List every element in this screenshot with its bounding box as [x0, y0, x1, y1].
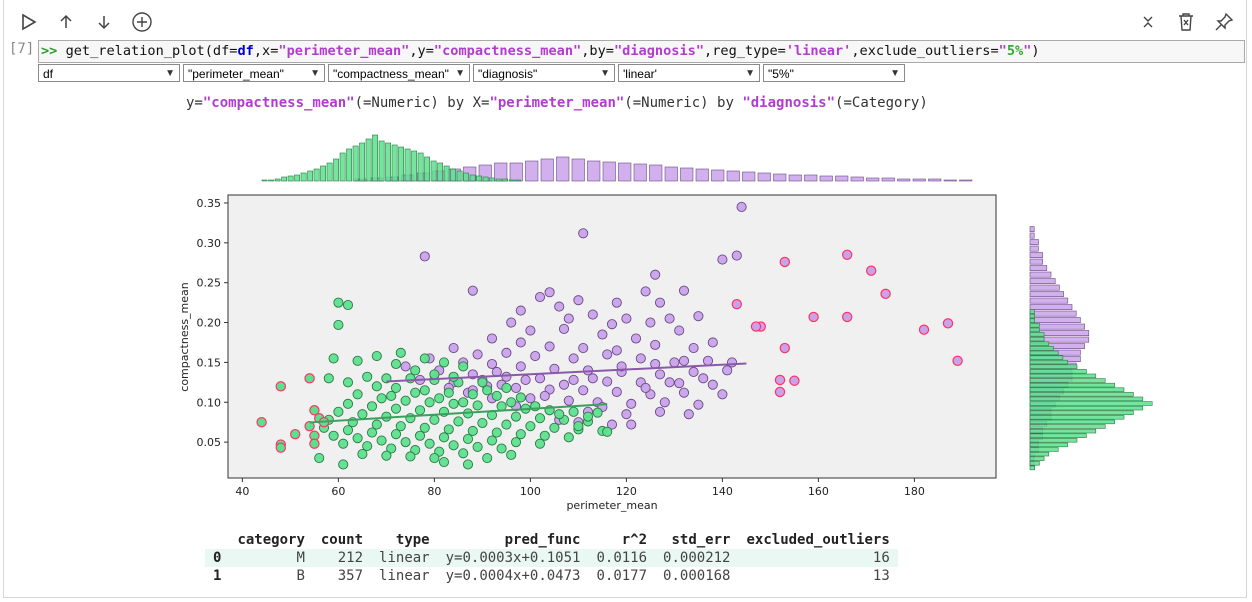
move-up-icon[interactable]: [52, 8, 80, 36]
col-r2: r^2: [621, 532, 648, 548]
code-arg-value: ": [998, 43, 1007, 59]
result-table: category count type pred_func r^2 std_er…: [205, 531, 898, 585]
code-arg-name: df=: [212, 43, 238, 59]
notebook-cell: [3, 0, 1247, 598]
cell: linear: [371, 549, 438, 567]
code-arg-value: df: [237, 43, 254, 59]
code-input[interactable]: >> get_relation_plot(df=df,x="perimeter_…: [38, 40, 1245, 63]
col-excluded-outliers: excluded_outliers: [746, 532, 890, 548]
pin-icon[interactable]: [1210, 8, 1238, 36]
title-part: "diagnosis": [742, 95, 836, 111]
cell: y=0.0003x+0.1051: [437, 549, 589, 567]
collapse-icon[interactable]: [1134, 8, 1162, 36]
select-value: "5%": [768, 67, 794, 81]
col-count: count: [320, 532, 364, 548]
reg-type-select[interactable]: 'linear' ▼: [618, 64, 760, 82]
select-value: "perimeter_mean": [188, 67, 284, 81]
chevron-down-icon: ▼: [310, 68, 320, 79]
select-value: 'linear': [623, 67, 657, 81]
code-arg-name: ,y=: [409, 43, 434, 59]
title-part: (=Numeric) by X=: [354, 95, 490, 111]
col-index: [205, 531, 229, 549]
chevron-down-icon: ▼: [165, 68, 175, 79]
by-select[interactable]: "diagnosis" ▼: [473, 64, 615, 82]
cell: y=0.0004x+0.0473: [445, 568, 581, 584]
code-arg-name: ,exclude_outliers=: [851, 43, 999, 59]
title-part: (=Category): [835, 95, 928, 111]
cell: B: [296, 568, 305, 584]
select-value: "compactness_mean": [333, 67, 449, 81]
cell: 0.0177: [596, 568, 648, 584]
code-arg-value: "perimeter_mean": [278, 43, 410, 59]
cell: 357: [337, 568, 364, 584]
execution-count: [7]: [9, 41, 35, 57]
title-part: (=Numeric) by: [624, 95, 743, 111]
col-type: type: [395, 532, 430, 548]
table-row: 1 B 357 linear y=0.0004x+0.0473 0.0177 0…: [205, 567, 898, 585]
code-arg-name: ,reg_type=: [704, 43, 786, 59]
code-arg-value: 5%: [1006, 43, 1024, 59]
select-value: df: [43, 67, 54, 81]
df-select[interactable]: df ▼: [38, 64, 180, 82]
cell: 212: [312, 549, 372, 567]
cell: linear: [379, 568, 430, 584]
exclude-outliers-select[interactable]: "5%" ▼: [763, 64, 905, 82]
title-part: "compactness_mean": [202, 95, 355, 111]
table-row: 0 M 212 linear y=0.0003x+0.1051 0.0116 0…: [205, 549, 898, 567]
y-select[interactable]: "compactness_mean" ▼: [328, 64, 470, 82]
title-part: y=: [186, 95, 203, 111]
table-header: category count type pred_func r^2 std_er…: [205, 531, 898, 549]
code-arg-value: "compactness_mean": [433, 43, 582, 59]
code-arg-name: ,x=: [253, 43, 279, 59]
delete-cell-icon[interactable]: [1172, 8, 1200, 36]
chevron-down-icon: ▼: [890, 68, 900, 79]
plot-title: y="compactness_mean"(=Numeric) by X="per…: [186, 95, 928, 111]
code-arg-name: ,by=: [581, 43, 614, 59]
cell: M: [229, 549, 313, 567]
col-std-err: std_err: [671, 532, 731, 548]
code-chevron: >>: [41, 43, 58, 59]
select-value: "diagnosis": [478, 67, 538, 81]
x-select[interactable]: "perimeter_mean" ▼: [183, 64, 325, 82]
cell: 0: [205, 549, 230, 567]
chevron-down-icon: ▼: [600, 68, 610, 79]
run-icon[interactable]: [14, 8, 42, 36]
col-category: category: [237, 532, 305, 548]
move-down-icon[interactable]: [90, 8, 118, 36]
cell: 0.000168: [663, 568, 731, 584]
title-part: "perimeter_mean": [489, 95, 625, 111]
cell: 13: [872, 568, 890, 584]
code-arg-value: "diagnosis": [613, 43, 705, 59]
col-pred-func: pred_func: [504, 532, 581, 548]
cell-toolbar: [0, 0, 1252, 40]
cell: 0.0116: [588, 549, 656, 567]
code-arg-value: ": [1023, 43, 1032, 59]
cell: 16: [738, 549, 898, 567]
chevron-down-icon: ▼: [455, 68, 465, 79]
cell: 1: [213, 568, 222, 584]
code-arg-value: 'linear': [785, 43, 852, 59]
add-cell-icon[interactable]: [128, 8, 156, 36]
cell: 0.000212: [655, 549, 739, 567]
chevron-down-icon: ▼: [745, 68, 755, 79]
code-fn: get_relation_plot(: [65, 43, 213, 59]
code-end: ): [1031, 43, 1040, 59]
